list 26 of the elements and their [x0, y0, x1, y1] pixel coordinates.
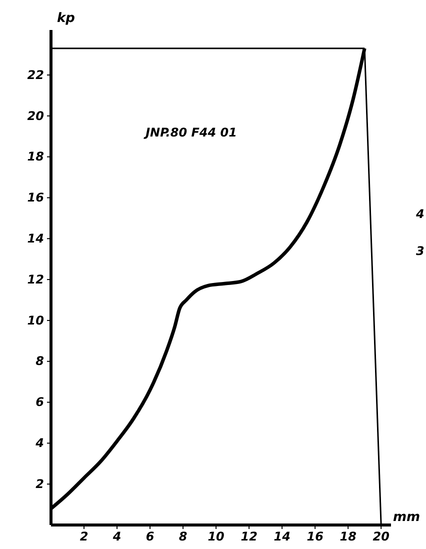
- x-tick-label: 8: [178, 530, 188, 544]
- y-tick-label: 8: [36, 354, 44, 368]
- x-tick-label: 16: [306, 530, 324, 544]
- y-axis-title: kp: [57, 11, 75, 26]
- y-tick-label: 22: [27, 68, 44, 82]
- y-tick-label: 10: [27, 313, 44, 328]
- y-tick-label: 4: [34, 436, 44, 450]
- y-tick-label: 2: [36, 476, 44, 491]
- y-tick-label: 12: [27, 272, 44, 286]
- x-tick-label: 2: [80, 530, 88, 544]
- y-tick-label: 18: [27, 150, 44, 164]
- text: 4: [415, 207, 424, 222]
- x-tick-label: 4: [112, 530, 122, 544]
- y-tick-label: 20: [27, 108, 44, 123]
- x-tick-label: 12: [240, 530, 258, 544]
- x-tick-label: 10: [208, 530, 224, 544]
- x-tick-label: 20: [372, 530, 390, 544]
- y-tick-label: 14: [27, 231, 44, 246]
- annotation: JNP.80 F44 01: [144, 125, 237, 140]
- y-tick-label: 6: [36, 395, 44, 410]
- x-tick-label: 14: [274, 530, 290, 544]
- x-tick-label: 18: [340, 530, 356, 544]
- x-axis-title: mm: [393, 510, 420, 525]
- y-tick-label: 16: [27, 190, 44, 205]
- text: 3: [416, 244, 424, 258]
- x-tick-label: 6: [146, 530, 154, 544]
